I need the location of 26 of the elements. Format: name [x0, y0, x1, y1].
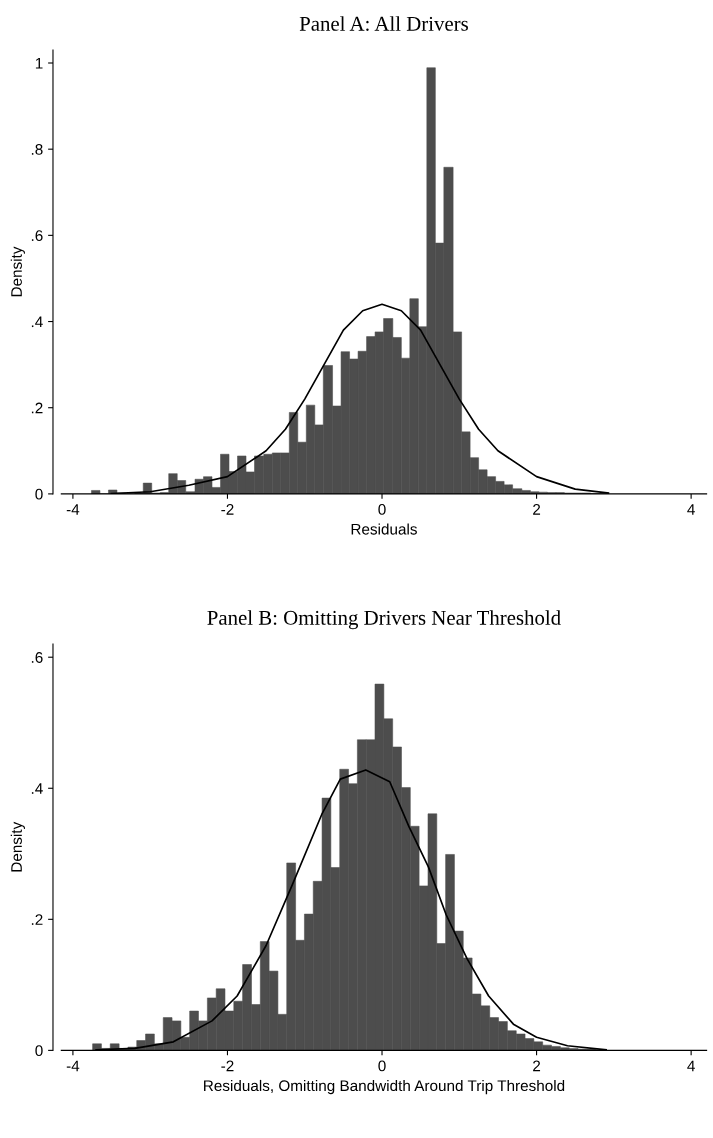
x-tick-label: -4 [66, 504, 80, 515]
y-tick-label: .4 [31, 316, 43, 328]
x-tick-label: 4 [687, 504, 695, 515]
x-tick-label: -4 [66, 1060, 80, 1072]
x-axis-title: Residuals [351, 523, 417, 535]
x-tick-label: -2 [221, 504, 234, 515]
y-tick-label: .2 [31, 914, 43, 925]
y-tick-label: .8 [31, 144, 43, 155]
y-tick-label: 1 [35, 58, 43, 69]
x-tick-label: 2 [533, 1060, 541, 1072]
x-tick-label: -2 [221, 1060, 234, 1072]
x-axis-title: Residuals, Omitting Bandwidth Around Trip Threshold [204, 1079, 565, 1095]
y-axis-title: Density [10, 821, 25, 872]
chart-title: Panel B: Omitting Drivers Near Threshold [207, 610, 561, 630]
x-tick-label: 0 [378, 1060, 386, 1072]
x-tick-label: 4 [687, 1060, 695, 1072]
y-tick-label: 0 [35, 488, 43, 500]
y-tick-label: .2 [31, 402, 43, 414]
x-tick-label: 2 [533, 504, 541, 515]
y-axis-title: Density [10, 246, 25, 297]
y-tick-label: .4 [31, 783, 43, 794]
y-tick-label: 0 [35, 1045, 43, 1057]
y-tick-label: .6 [31, 230, 43, 242]
y-tick-label: .6 [31, 652, 43, 663]
chart-title: Panel A: All Drivers [299, 16, 468, 31]
x-tick-label: 0 [378, 504, 386, 515]
